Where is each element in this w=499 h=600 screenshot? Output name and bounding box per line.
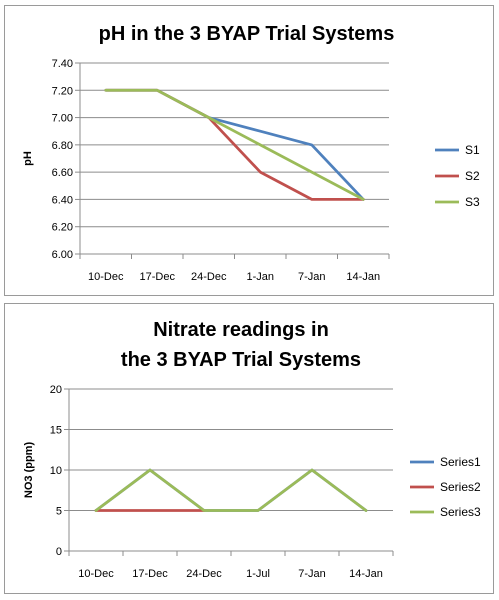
y-axis-label: NO3 (ppm) [23,442,35,499]
x-tick-label: 1-Jul [246,568,270,580]
x-tick-label: 14-Jan [349,568,383,580]
x-tick-label: 24-Dec [191,271,227,283]
series-line-series3 [94,468,368,512]
nitrate-chart-svg: Nitrate readings in the 3 BYAP Trial Syst… [23,319,481,580]
x-tick-label: 1-Jan [246,271,274,283]
x-tick-label: 14-Jan [346,271,380,283]
ph-chart-svg: pH in the 3 BYAP Trial Systems 6.00 6.20 6.… [22,23,480,283]
chart-title-line: Nitrate readings in [153,319,329,341]
y-tick-label: 6.20 [52,222,73,234]
legend-label: S1 [465,143,480,157]
x-tick-label: 10-Dec [78,568,114,580]
y-tick-label: 6.40 [52,194,73,206]
y-tick-label: 20 [50,384,62,396]
x-tick-label: 7-Jan [298,568,326,580]
x-tick-label: 24-Dec [186,568,222,580]
legend-label: Series3 [440,505,481,519]
x-tick-label: 10-Dec [88,271,124,283]
y-tick-label: 6.00 [52,249,73,261]
y-tick-label: 0 [56,546,62,558]
legend-label: Series2 [440,480,481,494]
y-axis-label: pH [22,151,34,166]
y-tick-label: 6.60 [52,167,73,179]
ph-chart[interactable]: pH in the 3 BYAP Trial Systems 6.00 6.20 6.… [4,5,494,296]
chart-title-line: the 3 BYAP Trial Systems [121,349,361,371]
y-tick-label: 15 [50,425,62,437]
series-line-s3 [104,88,365,201]
x-tick-label: 7-Jan [298,271,326,283]
y-tick-label: 6.80 [52,140,73,152]
chart-title: pH in the 3 BYAP Trial Systems [99,23,395,45]
y-tick-label: 7.00 [52,113,73,125]
y-tick-label: 7.20 [52,85,73,97]
y-tick-label: 10 [50,465,62,477]
y-tick-label: 5 [56,506,62,518]
legend-label: S2 [465,169,480,183]
nitrate-chart[interactable]: Nitrate readings in the 3 BYAP Trial Syst… [4,303,494,594]
series-line-series1 [94,468,368,512]
legend-label: Series1 [440,455,481,469]
x-tick-label: 17-Dec [140,271,176,283]
legend-label: S3 [465,195,480,209]
y-tick-label: 7.40 [52,58,73,70]
x-tick-label: 17-Dec [132,568,168,580]
